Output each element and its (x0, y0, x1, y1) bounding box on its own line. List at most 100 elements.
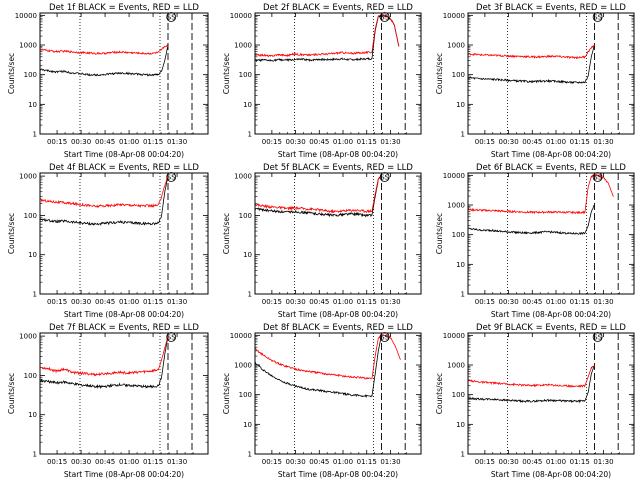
panel-3: Det 3f BLACK = Events, RED = LLD Start Ti… (435, 3, 635, 159)
panel-title: Det 2f BLACK = Events, RED = LLD (263, 3, 413, 13)
plot-frame (467, 332, 635, 455)
y-tick-label: 1000 (234, 42, 252, 50)
x-axis-label: Start Time (08-Apr-08 00:04:20) (278, 150, 398, 159)
y-tick-label: 100 (452, 391, 465, 399)
x-tick-label: 00:15 (47, 138, 67, 146)
x-tick-label: 01:30 (593, 138, 613, 146)
panel-title: Det 1f BLACK = Events, RED = LLD (49, 3, 199, 13)
y-tick-label: 1 (248, 131, 252, 139)
plot-area (40, 13, 193, 134)
x-axis-label: Start Time (08-Apr-08 00:04:20) (491, 470, 611, 479)
panel-2: Det 2f BLACK = Events, RED = LLD Start Ti… (222, 3, 422, 159)
plot-frame (254, 12, 422, 135)
events-series-line (40, 336, 169, 390)
saa-marker-label: SS (593, 14, 602, 22)
y-tick-label: 10 (456, 101, 465, 109)
plot-area (468, 173, 619, 294)
x-tick-label: 00:45 (95, 298, 115, 306)
y-tick-label: 1 (33, 291, 37, 299)
panel-title: Det 7f BLACK = Events, RED = LLD (49, 323, 199, 333)
x-tick-label: 01:30 (380, 458, 400, 466)
y-tick-label: 10 (28, 411, 37, 419)
y-tick-label: 10000 (230, 332, 252, 340)
y-tick-label: 10000 (230, 12, 252, 20)
y-tick-label: 100 (24, 372, 37, 380)
x-tick-label: 00:30 (285, 298, 305, 306)
lld-series-line (255, 13, 400, 58)
saa-marker-label: SS (167, 174, 176, 182)
panel-title: Det 3f BLACK = Events, RED = LLD (476, 3, 626, 13)
x-tick-label: 01:15 (357, 138, 377, 146)
y-tick-label: 100 (239, 71, 252, 79)
x-axis-label: Start Time (08-Apr-08 00:04:20) (278, 310, 398, 319)
x-tick-label: 00:30 (498, 458, 518, 466)
x-tick-label: 01:00 (546, 458, 566, 466)
plot-frame (254, 172, 422, 295)
x-tick-label: 01:30 (167, 138, 187, 146)
x-tick-label: 00:45 (522, 458, 542, 466)
y-tick-label: 100 (452, 71, 465, 79)
y-tick-label: 10000 (15, 12, 37, 20)
x-tick-label: 00:45 (309, 298, 329, 306)
y-tick-label: 100 (239, 212, 252, 220)
panel-7: Det 7f BLACK = Events, RED = LLD Start Ti… (7, 323, 209, 479)
panel-5: Det 5f BLACK = Events, RED = LLD Start Ti… (222, 163, 422, 319)
y-tick-label: 10 (456, 261, 465, 269)
lld-series-line (40, 336, 169, 377)
y-tick-label: 10 (28, 101, 37, 109)
plot-frame (39, 12, 209, 135)
x-tick-label: 01:30 (593, 298, 613, 306)
x-tick-label: 00:45 (522, 298, 542, 306)
panel-title: Det 6f BLACK = Events, RED = LLD (476, 163, 626, 173)
saa-marker-label: SS (380, 334, 389, 342)
y-tick-label: 1 (248, 451, 252, 459)
plot-area (468, 333, 619, 454)
y-axis-label: Counts/sec (7, 373, 16, 414)
x-tick-label: 00:15 (262, 138, 282, 146)
x-tick-label: 00:15 (47, 298, 67, 306)
y-tick-label: 100 (24, 212, 37, 220)
x-tick-label: 01:00 (119, 138, 139, 146)
x-tick-label: 01:30 (167, 458, 187, 466)
y-axis-label: Counts/sec (222, 373, 231, 414)
lld-series-line (468, 364, 595, 389)
y-tick-label: 100 (24, 71, 37, 79)
y-axis-label: Counts/sec (7, 213, 16, 254)
x-tick-label: 00:15 (262, 298, 282, 306)
y-tick-label: 1000 (19, 173, 37, 181)
plot-area (40, 333, 193, 454)
y-tick-label: 10 (456, 421, 465, 429)
panel-title: Det 4f BLACK = Events, RED = LLD (49, 163, 199, 173)
y-tick-label: 1000 (447, 202, 465, 210)
y-tick-label: 10 (28, 251, 37, 259)
y-tick-label: 1 (461, 131, 465, 139)
x-axis-label: Start Time (08-Apr-08 00:04:20) (64, 150, 184, 159)
x-tick-label: 00:45 (95, 458, 115, 466)
plot-frame (39, 332, 209, 455)
x-tick-label: 00:30 (285, 458, 305, 466)
x-tick-label: 01:00 (333, 458, 353, 466)
x-tick-label: 01:15 (357, 458, 377, 466)
x-tick-label: 00:30 (71, 458, 91, 466)
x-tick-label: 01:15 (357, 298, 377, 306)
y-tick-label: 10000 (443, 332, 465, 340)
x-tick-label: 01:00 (119, 298, 139, 306)
y-tick-label: 1000 (19, 333, 37, 341)
y-tick-label: 100 (239, 391, 252, 399)
panel-4: Det 4f BLACK = Events, RED = LLD Start Ti… (7, 163, 209, 319)
saa-marker-label: SS (593, 334, 602, 342)
panel-1: Det 1f BLACK = Events, RED = LLD Start Ti… (7, 3, 209, 159)
x-tick-label: 00:15 (475, 298, 495, 306)
y-tick-label: 1 (461, 291, 465, 299)
y-tick-label: 100 (452, 231, 465, 239)
y-axis-label: Counts/sec (435, 373, 444, 414)
events-series-line (468, 364, 595, 404)
x-tick-label: 00:15 (475, 138, 495, 146)
saa-marker-label: SS (167, 14, 176, 22)
y-tick-label: 1000 (19, 42, 37, 50)
y-axis-label: Counts/sec (222, 53, 231, 94)
plot-area (255, 173, 406, 294)
events-series-line (255, 175, 382, 218)
events-series-line (40, 44, 169, 77)
